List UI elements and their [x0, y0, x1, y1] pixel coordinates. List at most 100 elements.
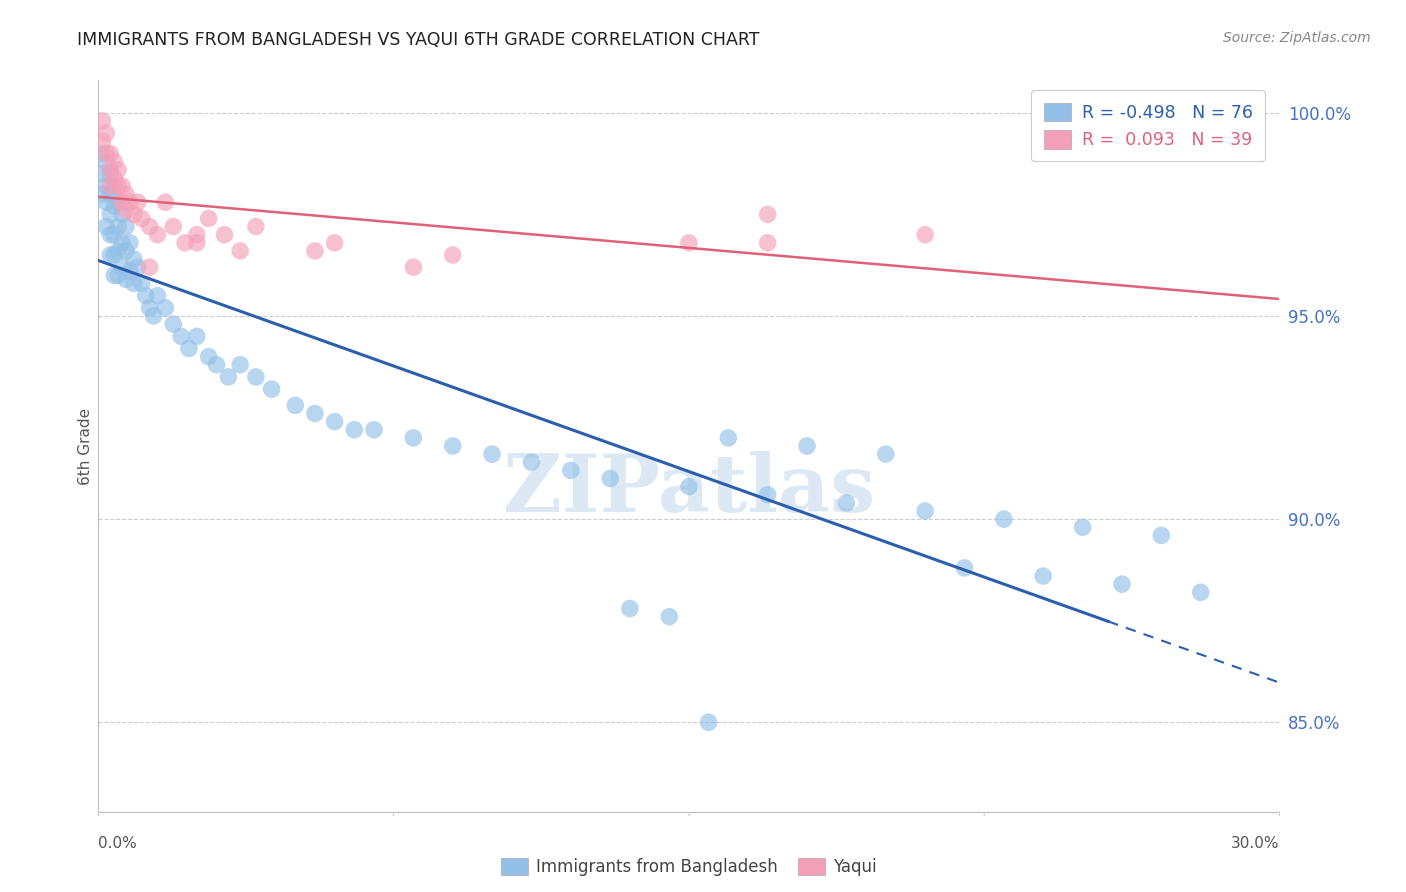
Point	[245, 370, 267, 384]
Point	[717, 431, 740, 445]
Point	[142, 309, 165, 323]
Point	[914, 504, 936, 518]
Point	[131, 211, 153, 226]
Point	[284, 398, 307, 412]
Point	[96, 126, 118, 140]
Point	[111, 178, 134, 193]
Point	[678, 235, 700, 250]
Point	[993, 512, 1015, 526]
Point	[402, 260, 425, 275]
Point	[103, 268, 125, 283]
Point	[217, 370, 239, 384]
Point	[304, 407, 326, 421]
Point	[98, 146, 121, 161]
Point	[481, 447, 503, 461]
Text: ZIPatlas: ZIPatlas	[503, 450, 875, 529]
Point	[177, 342, 200, 356]
Point	[914, 227, 936, 242]
Point	[118, 235, 141, 250]
Point	[402, 431, 425, 445]
Point	[91, 167, 114, 181]
Point	[127, 195, 149, 210]
Point	[98, 248, 121, 262]
Point	[343, 423, 366, 437]
Point	[658, 609, 681, 624]
Point	[103, 227, 125, 242]
Point	[111, 207, 134, 221]
Point	[441, 248, 464, 262]
Point	[214, 227, 236, 242]
Point	[127, 260, 149, 275]
Point	[91, 146, 114, 161]
Point	[162, 219, 184, 234]
Point	[98, 187, 121, 202]
Point	[756, 207, 779, 221]
Point	[118, 195, 141, 210]
Point	[96, 178, 118, 193]
Point	[107, 219, 129, 234]
Point	[118, 264, 141, 278]
Point	[197, 350, 219, 364]
Point	[107, 162, 129, 177]
Point	[115, 244, 138, 258]
Point	[1111, 577, 1133, 591]
Point	[304, 244, 326, 258]
Point	[107, 244, 129, 258]
Point	[103, 199, 125, 213]
Point	[520, 455, 543, 469]
Point	[756, 235, 779, 250]
Point	[146, 288, 169, 302]
Point	[1032, 569, 1054, 583]
Text: 30.0%: 30.0%	[1232, 836, 1279, 851]
Point	[186, 329, 208, 343]
Point	[98, 207, 121, 221]
Point	[98, 162, 121, 177]
Point	[96, 154, 118, 169]
Point	[103, 248, 125, 262]
Point	[103, 170, 125, 185]
Point	[260, 382, 283, 396]
Point	[98, 167, 121, 181]
Point	[98, 178, 121, 193]
Point	[619, 601, 641, 615]
Point	[245, 219, 267, 234]
Point	[96, 195, 118, 210]
Point	[186, 235, 208, 250]
Point	[131, 277, 153, 291]
Point	[107, 195, 129, 210]
Point	[162, 317, 184, 331]
Point	[875, 447, 897, 461]
Point	[756, 488, 779, 502]
Point	[155, 195, 177, 210]
Point	[205, 358, 228, 372]
Point	[174, 235, 197, 250]
Point	[835, 496, 858, 510]
Point	[107, 178, 129, 193]
Point	[197, 211, 219, 226]
Point	[103, 154, 125, 169]
Point	[229, 244, 252, 258]
Point	[796, 439, 818, 453]
Point	[135, 288, 157, 302]
Point	[115, 219, 138, 234]
Text: IMMIGRANTS FROM BANGLADESH VS YAQUI 6TH GRADE CORRELATION CHART: IMMIGRANTS FROM BANGLADESH VS YAQUI 6TH …	[77, 31, 759, 49]
Point	[697, 715, 720, 730]
Point	[229, 358, 252, 372]
Point	[953, 561, 976, 575]
Point	[138, 219, 160, 234]
Point	[678, 480, 700, 494]
Point	[560, 463, 582, 477]
Point	[111, 195, 134, 210]
Point	[1150, 528, 1173, 542]
Point	[599, 471, 621, 485]
Point	[323, 235, 346, 250]
Text: Source: ZipAtlas.com: Source: ZipAtlas.com	[1223, 31, 1371, 45]
Point	[115, 272, 138, 286]
Point	[138, 260, 160, 275]
Point	[107, 268, 129, 283]
Point	[96, 219, 118, 234]
Point	[122, 277, 145, 291]
Point	[138, 301, 160, 315]
Point	[122, 252, 145, 266]
Text: 0.0%: 0.0%	[98, 836, 138, 851]
